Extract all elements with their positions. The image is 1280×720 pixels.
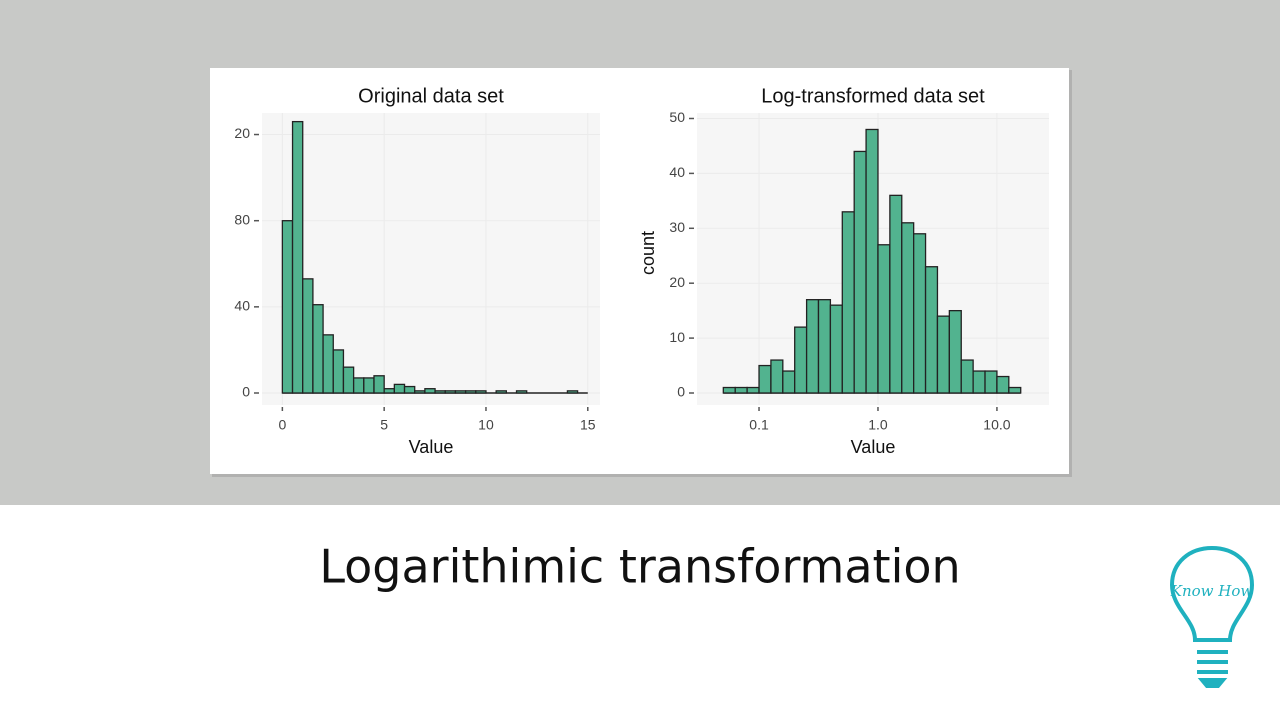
x-tick-label: 0.1 (749, 417, 769, 433)
histogram-bar (758, 364, 772, 394)
x-tick-label: 10.0 (983, 417, 1010, 433)
histogram-bar (782, 370, 796, 394)
histogram-bar (817, 299, 832, 394)
histogram-bar (829, 304, 843, 394)
chart-title: Original data set (358, 85, 504, 107)
histogram-bar (515, 390, 528, 394)
histogram-bar (454, 390, 467, 394)
y-tick-label: 40 (669, 164, 685, 180)
histogram-bar (865, 128, 879, 394)
x-tick-label: 1.0 (868, 417, 888, 433)
histogram-bar (805, 299, 820, 394)
y-tick-label: 50 (669, 109, 685, 125)
histogram-bar (291, 120, 304, 394)
histogram-bar (302, 278, 314, 394)
x-axis-label: Value (851, 437, 896, 457)
histogram-bar (770, 359, 784, 394)
logo-base (1197, 678, 1228, 688)
histogram-bar (352, 377, 365, 394)
logo-text: Know How (1170, 582, 1254, 600)
histogram-bar (901, 222, 915, 394)
histogram-bar (972, 370, 986, 394)
histogram-bar (281, 220, 294, 394)
histogram-bar (984, 370, 998, 394)
histogram-bar (853, 150, 867, 394)
histogram-bar (475, 390, 487, 394)
histogram-bar (444, 390, 457, 394)
histogram-bar (383, 388, 395, 394)
x-tick-label: 5 (380, 417, 388, 433)
histogram-bar (373, 375, 385, 394)
y-tick-label: 10 (669, 329, 685, 345)
histogram-bar (746, 386, 760, 394)
y-tick-label: 30 (669, 219, 685, 235)
histogram-bar (936, 315, 950, 394)
histogram-bar (342, 366, 355, 394)
histogram-bar (495, 390, 507, 394)
y-tick-label: 0 (677, 384, 685, 400)
histogram-bar (393, 383, 406, 394)
histogram-bar (913, 233, 927, 394)
histogram-bar (434, 390, 446, 394)
histogram-bar (363, 377, 375, 394)
histogram-bar (464, 390, 477, 394)
histogram-bar (996, 375, 1010, 394)
histogram-bar (312, 304, 324, 394)
histogram-bar (322, 334, 334, 394)
y-tick-label: 0 (242, 384, 250, 400)
histogram-bar (960, 359, 974, 394)
histogram-bar (889, 194, 903, 394)
x-tick-label: 0 (278, 417, 286, 433)
y-tick-label: 80 (234, 211, 250, 227)
histogram-bar (414, 390, 426, 394)
y-tick-label: 40 (234, 298, 250, 314)
x-tick-label: 10 (478, 417, 494, 433)
y-axis-label: count (638, 231, 658, 275)
logo (1169, 545, 1255, 688)
histogram-bar (734, 386, 748, 394)
histogram-bar (877, 244, 891, 394)
y-tick-label: 20 (669, 274, 685, 290)
histogram-bar (794, 326, 808, 394)
histogram-bar (403, 385, 416, 394)
histogram-bar (332, 349, 345, 394)
histogram-bar (841, 211, 855, 394)
logo-bulb (1169, 545, 1255, 642)
histogram-bar (924, 266, 939, 394)
histogram-bar (566, 390, 579, 394)
histogram-bar (722, 386, 736, 394)
histogram-bar (424, 388, 436, 394)
slide-title: Logarithimic transformation (319, 540, 960, 594)
y-tick-label: 20 (234, 125, 250, 141)
chart-title: Log-transformed data set (761, 85, 985, 107)
x-axis-label: Value (409, 437, 454, 457)
x-tick-label: 15 (580, 417, 596, 433)
histogram-bar (1008, 386, 1022, 394)
histogram-bar (948, 309, 962, 394)
